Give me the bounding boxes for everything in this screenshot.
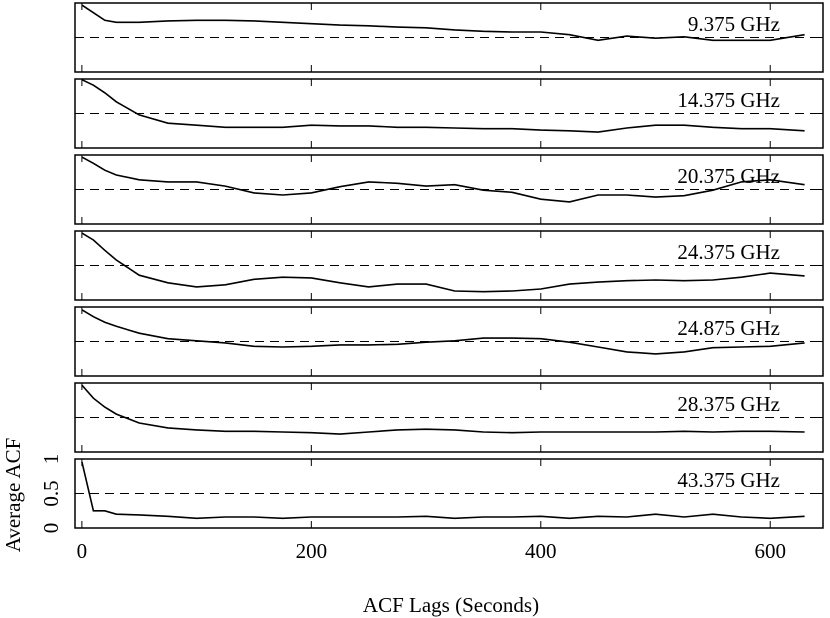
series-label: 43.375 GHz [677,468,780,492]
series-label: 20.375 GHz [677,164,780,188]
data-line [81,232,805,293]
data-line [81,309,805,355]
x-tick-label: 600 [754,539,786,563]
data-line [81,461,805,520]
data-line [81,384,805,435]
y-tick-label: 0 [39,523,63,534]
data-line [81,78,805,133]
x-tick-label: 0 [77,539,88,563]
x-tick-label: 200 [296,539,328,563]
series-label: 14.375 GHz [677,88,780,112]
data-line [81,156,805,203]
series-label: 9.375 GHz [688,12,780,36]
series-label: 24.375 GHz [677,240,780,264]
data-line [81,4,805,42]
x-axis-label: ACF Lags (Seconds) [363,593,539,617]
series-label: 24.875 GHz [677,316,780,340]
y-axis-label: Average ACF [1,438,25,553]
y-tick-label: 0.5 [39,480,63,506]
series-label: 28.375 GHz [677,392,780,416]
x-tick-label: 400 [525,539,557,563]
y-tick-label: 1 [39,454,63,465]
